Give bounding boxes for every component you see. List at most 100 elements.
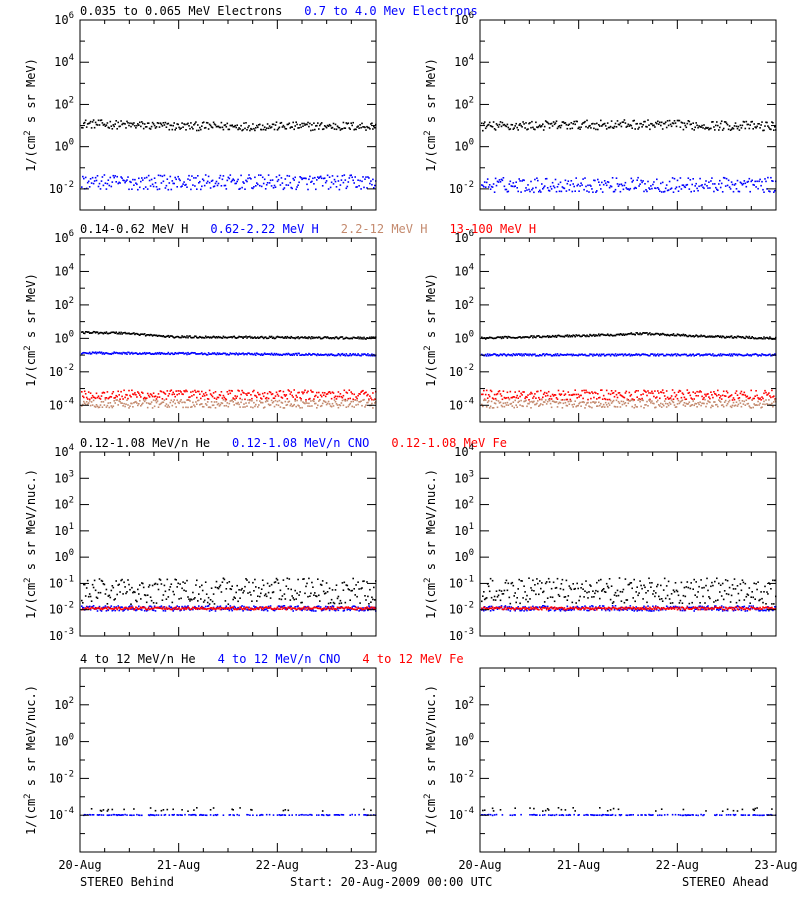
data-point (560, 583, 563, 585)
data-point (619, 354, 622, 356)
data-point (88, 122, 91, 124)
data-point (320, 609, 323, 612)
data-point (119, 591, 121, 593)
data-point (559, 402, 562, 404)
data-point (248, 352, 250, 354)
data-point (181, 607, 183, 609)
data-point (211, 336, 214, 338)
series-ff0000 (81, 606, 377, 611)
y-tick-label: 10-2 (49, 363, 74, 379)
data-point (262, 395, 265, 398)
data-point (511, 336, 514, 339)
data-point (169, 124, 172, 127)
data-point (356, 399, 358, 402)
data-point (510, 185, 513, 187)
data-point (498, 390, 501, 392)
data-point (328, 176, 331, 178)
data-point (550, 122, 553, 125)
data-point (185, 183, 187, 186)
data-point (702, 398, 704, 401)
data-point (94, 606, 97, 609)
data-point (611, 353, 614, 356)
data-point (317, 404, 319, 407)
data-point (349, 353, 351, 355)
data-point (755, 127, 757, 129)
data-point (342, 607, 345, 610)
data-point (260, 606, 262, 609)
data-point (171, 352, 174, 355)
data-point (738, 336, 741, 338)
data-point (562, 354, 565, 356)
data-point (267, 353, 270, 355)
data-point (283, 407, 286, 409)
data-point (318, 400, 320, 402)
y-tick-label: 106 (54, 11, 74, 27)
data-point (344, 398, 347, 401)
data-point (198, 353, 200, 355)
data-point (154, 582, 157, 585)
data-point (282, 124, 285, 127)
data-point (633, 354, 635, 356)
data-point (224, 352, 227, 355)
data-point (566, 353, 569, 355)
data-point (490, 185, 493, 188)
data-point (361, 122, 363, 125)
data-point (573, 393, 575, 396)
data-point (560, 393, 563, 395)
data-point (601, 405, 604, 408)
y-tick-label: 100 (54, 329, 74, 345)
data-point (148, 334, 151, 337)
data-point (526, 594, 528, 597)
data-point (229, 605, 232, 607)
data-point (727, 335, 730, 338)
data-point (674, 187, 677, 190)
data-point (486, 401, 489, 404)
data-point (601, 406, 603, 408)
data-point (643, 190, 645, 193)
data-point (119, 333, 121, 335)
data-point (356, 186, 358, 188)
data-point (686, 389, 689, 391)
data-point (743, 180, 746, 182)
data-point (202, 393, 205, 395)
data-point (333, 128, 336, 130)
data-point (83, 332, 85, 334)
data-point (282, 605, 285, 607)
data-point (618, 124, 621, 126)
data-point (296, 123, 298, 126)
data-point (181, 185, 183, 187)
data-point (250, 394, 252, 396)
data-point (759, 397, 761, 400)
data-point (89, 404, 92, 407)
data-point (270, 185, 273, 187)
data-point (330, 127, 333, 129)
data-point (745, 396, 748, 398)
data-point (373, 399, 375, 401)
data-point (159, 174, 162, 177)
data-point (577, 183, 579, 186)
data-point (353, 605, 355, 607)
data-point (544, 336, 547, 338)
data-point (690, 397, 692, 399)
data-point (133, 184, 135, 186)
data-point (134, 608, 136, 610)
data-point (632, 333, 634, 335)
data-point (286, 398, 289, 400)
data-point (213, 336, 216, 338)
data-point (178, 126, 180, 129)
data-point (241, 605, 243, 607)
data-point (271, 353, 274, 356)
data-point (370, 354, 372, 357)
data-point (514, 391, 516, 393)
data-point (575, 354, 577, 356)
data-point (200, 128, 202, 131)
data-point (103, 392, 106, 394)
data-point (122, 179, 124, 181)
data-point (153, 353, 156, 355)
data-point (202, 337, 205, 339)
data-point (726, 353, 729, 356)
data-point (658, 392, 660, 394)
data-point (215, 398, 218, 400)
data-point (643, 353, 645, 356)
data-point (660, 333, 663, 336)
